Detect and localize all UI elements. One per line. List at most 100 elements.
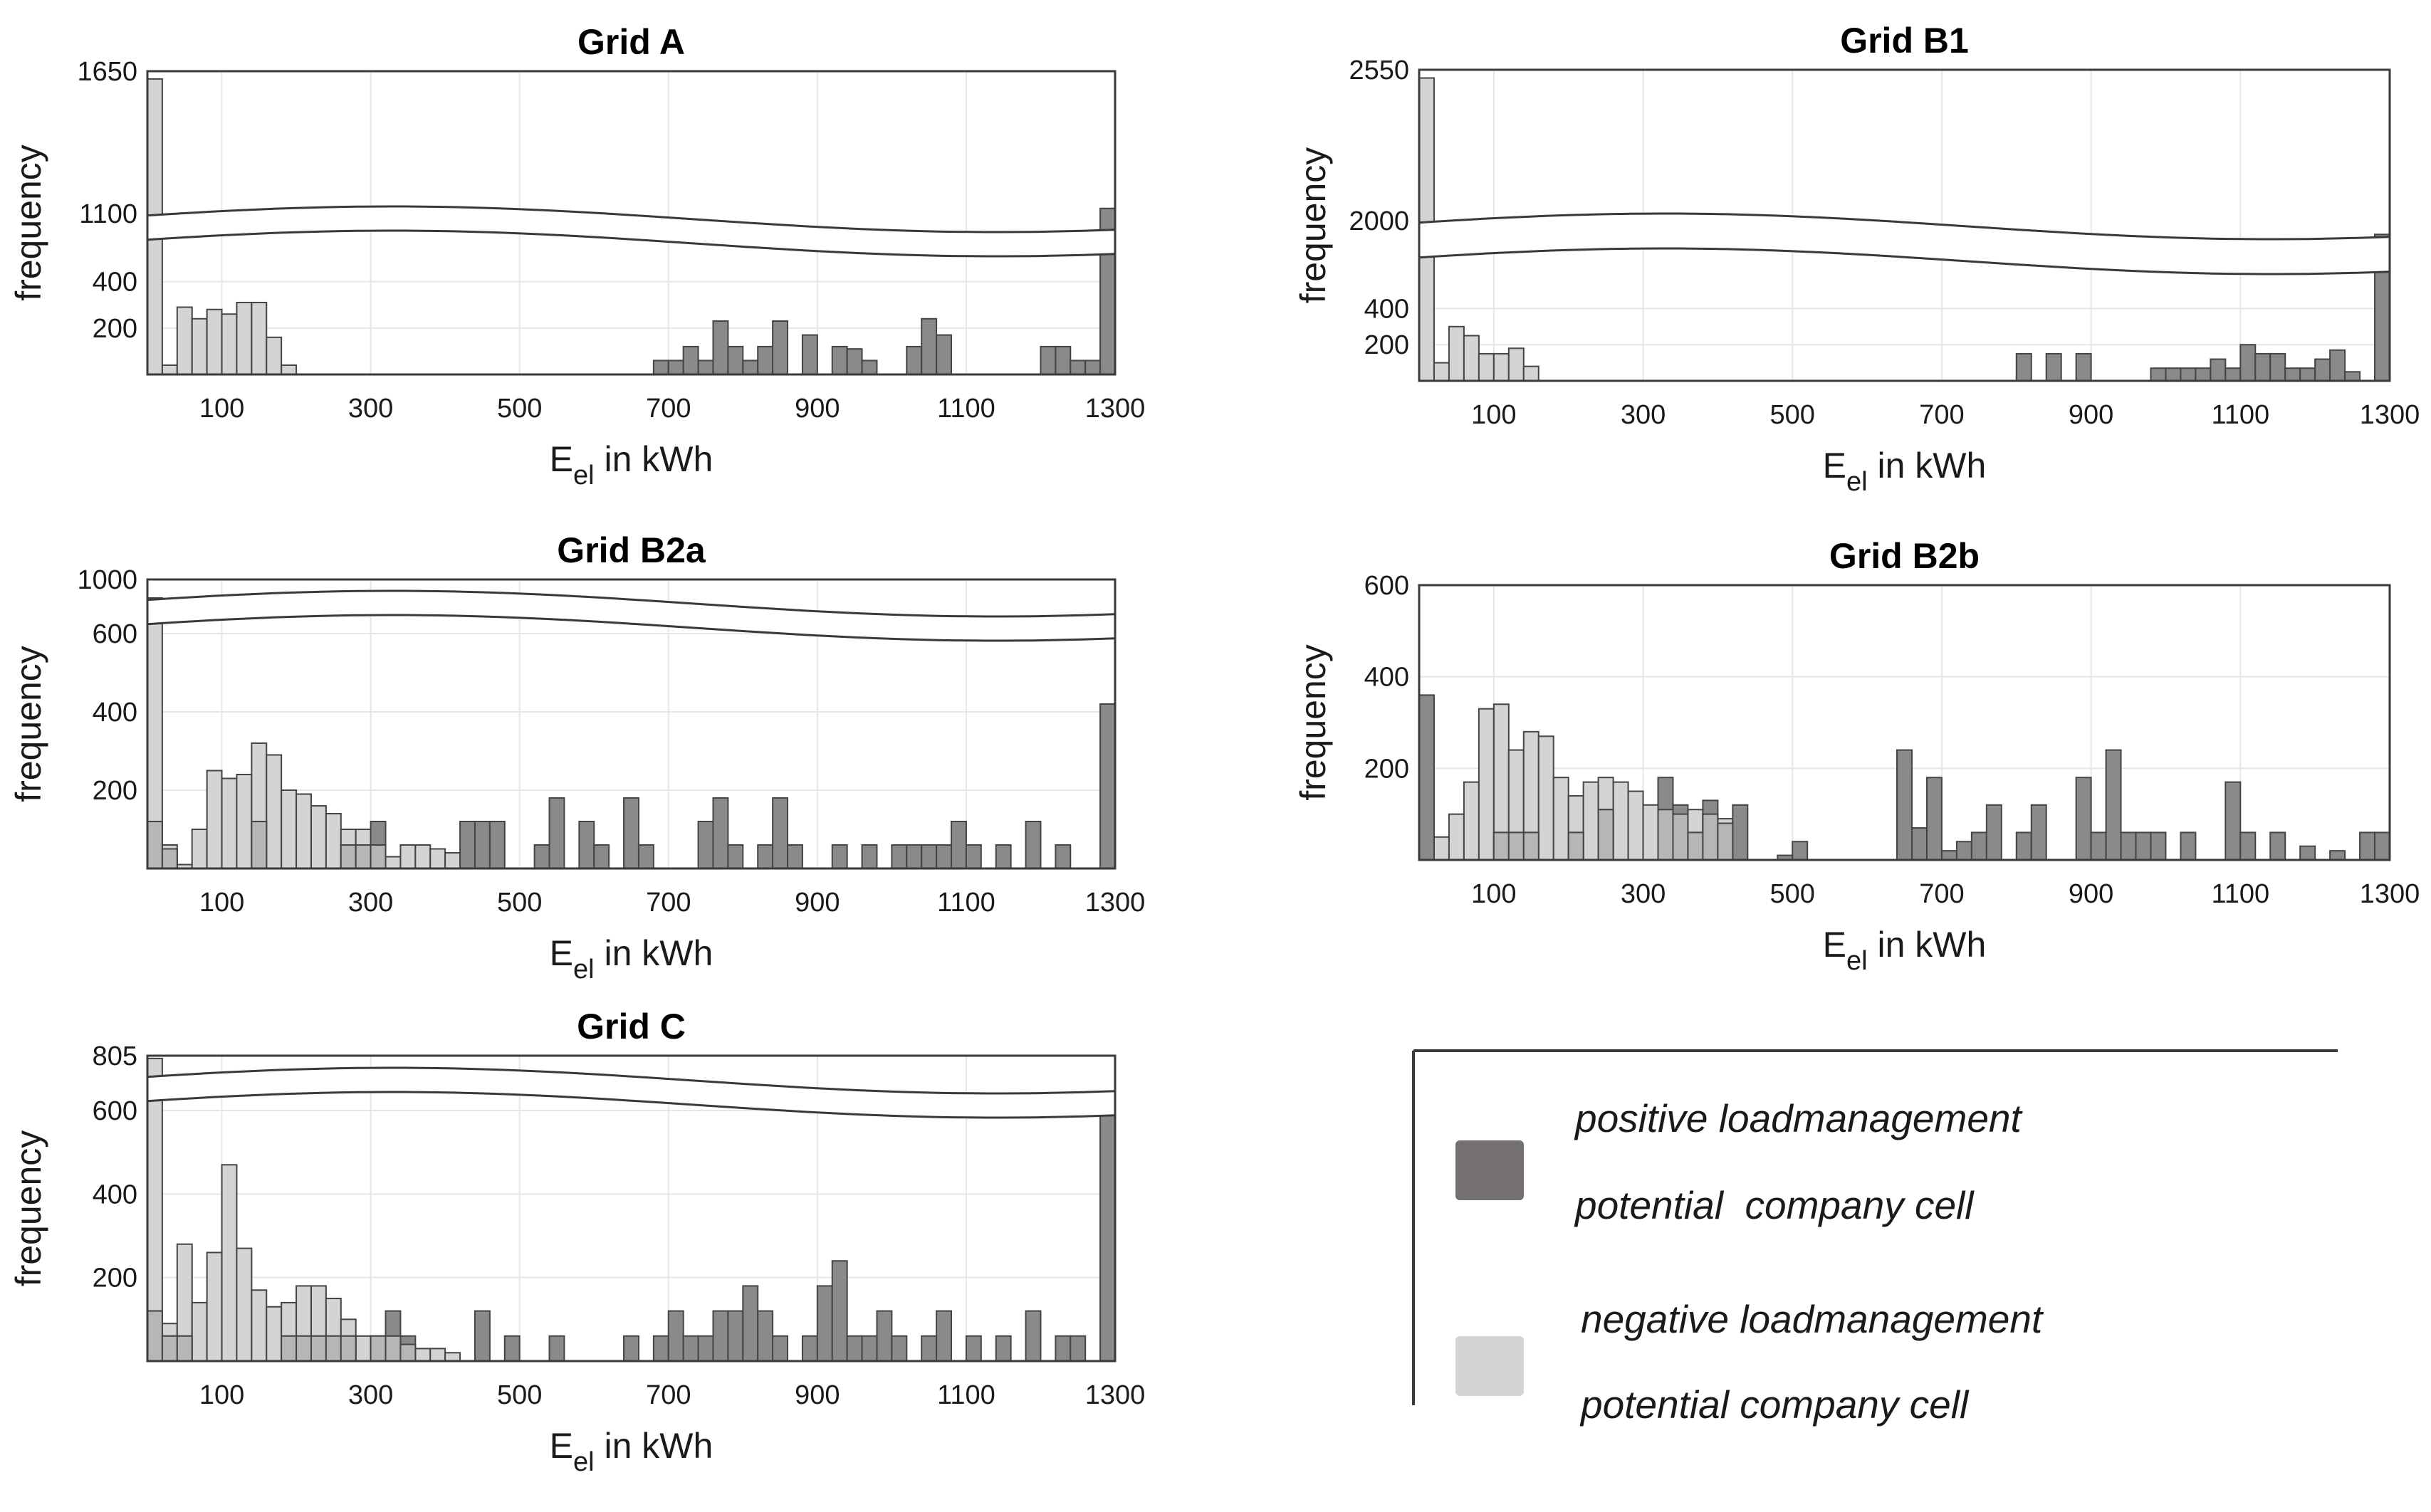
gridB2b-xtick-label: 1100	[2211, 879, 2269, 909]
gridC-bar-overlap	[296, 1335, 312, 1363]
gridB2a-axis-break-line-lower	[147, 614, 1116, 642]
gridA-axes-frame	[146, 70, 1117, 376]
gridC-bar-overlap	[385, 1335, 402, 1363]
gridB1-bar-positive	[2299, 367, 2316, 382]
gridB1-bar-positive	[2075, 352, 2092, 382]
gridB1-bar-positive	[2284, 367, 2301, 382]
gridC-ylabel: frequency	[9, 1130, 48, 1287]
gridB2b-bar-overlap	[1717, 822, 1734, 861]
gridB2a-bar-positive	[593, 844, 610, 869]
gridC-bar-overlap	[325, 1335, 342, 1363]
gridA-bar-positive	[846, 348, 863, 376]
gridB2a-bar-negative	[266, 754, 283, 869]
gridC-bar-positive	[712, 1310, 729, 1362]
gridB2b-bar-overlap	[1687, 831, 1704, 861]
gridB2a-bar-positive	[1099, 703, 1116, 869]
gridC-axes-frame	[146, 1054, 1117, 1363]
gridA-bar-positive	[667, 359, 684, 376]
gridB2a-axis-break-line-upper	[147, 589, 1116, 618]
gridC-bar-overlap	[147, 1310, 163, 1362]
gridA-bar-negative	[281, 364, 298, 375]
gridA-bar-positive	[831, 345, 848, 375]
gridB1-bar-negative	[1478, 352, 1495, 382]
gridB2b-bar-overlap	[1657, 809, 1674, 861]
gridC-axis-break-line-lower	[147, 1091, 1116, 1119]
gridB1-xtick-label: 1100	[2211, 400, 2269, 430]
gridC-bar-negative	[429, 1348, 446, 1363]
gridB2b-bar-negative	[1463, 781, 1480, 861]
gridC-bar-positive	[801, 1335, 818, 1363]
gridB2b-bar-positive	[1418, 694, 1435, 861]
gridB2b-bar-positive	[2135, 831, 2152, 861]
gridB1-bar-positive	[2150, 367, 2167, 382]
gridB1-axes-frame	[1418, 68, 2391, 382]
gridC-bar-positive	[921, 1335, 938, 1363]
gridB2b-axes-frame	[1418, 584, 2391, 861]
gridB2a-bar-negative	[444, 852, 461, 869]
gridA-axis-break-band	[147, 206, 1115, 256]
gridC-bar-positive	[697, 1335, 714, 1363]
gridB2b-bar-positive	[2180, 831, 2197, 861]
gridA-bar-positive	[742, 359, 759, 376]
gridB1-title: Grid B1	[1840, 21, 1969, 61]
gridC-ytick-label: 400	[93, 1180, 137, 1209]
gridC-bar-negative	[355, 1335, 372, 1363]
gridA-bar-positive	[921, 317, 938, 375]
gridB2b-bar-positive	[2120, 831, 2137, 861]
gridA-title: Grid A	[577, 22, 685, 62]
gridC-bar-positive	[772, 1335, 789, 1363]
gridA-axis-break-line-upper	[147, 205, 1116, 233]
gridC-xtick-label: 100	[199, 1380, 244, 1410]
gridA-bar-negative	[206, 308, 223, 376]
gridA-xtick-label: 700	[646, 394, 691, 424]
gridA-bar-positive	[1055, 345, 1072, 375]
gridB2a-bar-positive	[712, 797, 729, 869]
gridB2a-ytick-label: 1000	[77, 565, 137, 595]
gridB2b-bar-negative	[1478, 708, 1495, 861]
gridB2b-xtick-label: 300	[1621, 879, 1666, 909]
gridB2a-bar-overlap	[251, 821, 268, 869]
gridB1-ytick-label: 200	[1364, 330, 1409, 360]
gridB2b-bar-overlap	[1702, 813, 1719, 861]
gridC-bar-overlap	[310, 1335, 327, 1363]
gridB2a-bar-positive	[623, 797, 639, 869]
gridB2b-bar-negative	[1627, 790, 1644, 861]
gridC-bar-negative	[206, 1251, 223, 1363]
gridB2a-ytick-label: 600	[93, 619, 137, 649]
gridC-bar-overlap	[161, 1335, 178, 1363]
gridB2a-bar-positive	[757, 844, 774, 869]
gridB2a-bar-negative	[281, 789, 298, 869]
gridB2b-bar-negative	[1612, 781, 1629, 861]
gridB2a-bar-positive	[533, 844, 550, 869]
gridA-ytick-label: 200	[93, 314, 137, 344]
gridB1-bar-negative	[1492, 352, 1510, 382]
gridB2a-xtick-label: 100	[199, 888, 244, 918]
gridC-bar-positive	[876, 1310, 893, 1362]
gridC-bar-positive	[742, 1285, 759, 1363]
gridA-bar-negative	[176, 306, 193, 375]
gridB2a-bar-positive	[936, 844, 953, 869]
gridA-bar-negative	[191, 317, 208, 375]
gridB2a-bar-positive	[1055, 844, 1072, 869]
gridB2b-xtick-label: 500	[1770, 879, 1815, 909]
gridB2b-bar-positive	[1955, 841, 1972, 861]
gridB2a-ytick-label: 400	[93, 698, 137, 728]
gridC-xtick-label: 500	[497, 1380, 542, 1410]
gridC-bar-positive	[1070, 1335, 1087, 1363]
gridC-bar-negative	[191, 1301, 208, 1363]
gridB2a-bar-positive	[548, 797, 565, 869]
gridB1-ylabel: frequency	[1293, 147, 1333, 304]
gridC-bar-positive	[503, 1335, 521, 1363]
gridA-bar-positive	[727, 345, 744, 375]
gridB2a-axes-frame	[146, 578, 1117, 870]
gridB2a-bar-positive	[697, 821, 714, 869]
gridA-bar-negative	[236, 301, 253, 375]
gridB1-xtick-label: 500	[1770, 400, 1815, 430]
gridB2a-bar-negative	[296, 793, 312, 869]
gridC-xtick-label: 1300	[1085, 1380, 1146, 1410]
gridB2a-bar-positive	[891, 844, 908, 869]
gridC-bar-positive	[682, 1335, 699, 1363]
gridB1-axis-break-band	[1419, 214, 2390, 274]
gridB2b-bar-positive	[2015, 831, 2032, 861]
gridB1-ytick-label: 2550	[1349, 56, 1409, 85]
